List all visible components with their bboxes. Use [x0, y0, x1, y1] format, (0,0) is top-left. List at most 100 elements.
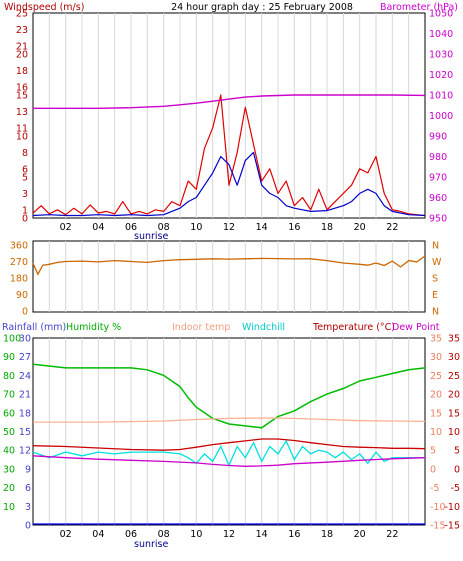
windspeed-tick-label: 5 [22, 173, 28, 184]
rainfall-tick-label: 12 [19, 446, 31, 457]
humidity-tick-label: 60 [3, 408, 15, 419]
x-tick-label: 14 [256, 529, 268, 540]
direction-series [32, 255, 426, 276]
humidity-tick-label: 20 [3, 483, 15, 494]
x-tick-label: 14 [256, 222, 268, 233]
temperature-tick-label: 0 [454, 464, 460, 475]
rainfall-ticks: 0 3 6 9 12 15 18 21 24 27 30 [19, 334, 31, 532]
x-tick-label: 06 [125, 222, 137, 233]
barometer-tick-label: 990 [429, 132, 447, 143]
compass-tick-label: N [432, 307, 439, 318]
series-line-average-windspeed [32, 151, 426, 217]
humidity-tick-label: 50 [3, 427, 15, 438]
temperature-ticks: -15-15 -10-10 -5 -5 0 0 5 5 10 10 15 15 20 20 25 25 30 30… [430, 334, 460, 532]
x-tick-label: 20 [354, 529, 366, 540]
wind-series [32, 94, 426, 217]
indoor-temp-tick-label: -15 [430, 521, 446, 532]
windspeed-tick-label: 10 [16, 132, 28, 143]
barometer-tick-label: 960 [429, 193, 447, 204]
direction-left-ticks: 0 90 180 270 360 [10, 241, 28, 318]
series-line-wind-direction [32, 255, 426, 276]
humidity-tick-label: 100 [3, 334, 21, 345]
rainfall-tick-label: 18 [19, 408, 31, 419]
temperature-tick-label: 15 [448, 408, 460, 419]
temperature-axis-label: Temperature (°C) [312, 322, 395, 333]
x-tick-label: 18 [321, 529, 333, 540]
direction-tick-label: 360 [10, 241, 28, 252]
wind-sunrise-label: sunrise [134, 231, 168, 242]
indoor-temp-tick-label: 25 [430, 371, 442, 382]
x-tick-label: 06 [125, 529, 137, 540]
indoor-temp-tick-label: 5 [430, 446, 436, 457]
x-tick-label: 20 [354, 222, 366, 233]
temperature-tick-label: 5 [454, 446, 460, 457]
direction-tick-label: 0 [22, 307, 28, 318]
series-line-indoor-temp [33, 417, 426, 423]
x-tick-label: 08 [158, 529, 170, 540]
indoor-temp-label: Indoor temp [172, 322, 230, 333]
series-line-barometer-hpa [33, 94, 426, 109]
windspeed-tick-label: 8 [22, 148, 28, 159]
barometer-tick-label: 950 [429, 214, 447, 225]
windspeed-tick-label: 3 [22, 189, 28, 200]
x-tick-label: 10 [190, 222, 202, 233]
indoor-temp-tick-label: 35 [430, 334, 442, 345]
temp-series [32, 363, 426, 525]
windspeed-tick-label: 13 [16, 107, 28, 118]
wind-right-ticks: 950 960 970 980 990 1000 1010 1020 1030 1040 1050 [429, 9, 453, 225]
temp-sunrise-label: sunrise [134, 539, 168, 550]
rainfall-tick-label: 6 [25, 483, 31, 494]
barometer-tick-label: 1020 [429, 70, 453, 81]
windspeed-tick-label: 16 [16, 82, 28, 93]
series-line-temperature-c [32, 438, 426, 451]
temperature-tick-label: 20 [448, 390, 460, 401]
rainfall-tick-label: 3 [25, 502, 31, 513]
rainfall-tick-label: 0 [25, 521, 31, 532]
windspeed-tick-label: 23 [16, 25, 28, 36]
rainfall-tick-label: 9 [25, 464, 31, 475]
compass-tick-label: N [432, 241, 439, 252]
humidity-tick-label: 10 [3, 502, 15, 513]
indoor-temp-tick-label: -10 [430, 502, 446, 513]
dewpoint-axis-label: Dew Point [392, 322, 440, 333]
humidity-tick-label: 80 [3, 371, 15, 382]
windspeed-tick-label: 20 [16, 50, 28, 61]
x-tick-label: 16 [288, 529, 300, 540]
wind-gridlines [48, 13, 410, 218]
direction-tick-label: 180 [10, 274, 28, 285]
compass-tick-label: W [432, 257, 442, 268]
humidity-tick-label: 70 [3, 390, 15, 401]
windspeed-tick-label: 6 [22, 164, 28, 175]
temperature-tick-label: 35 [448, 334, 460, 345]
series-line-windchill [32, 439, 425, 467]
rainfall-tick-label: 30 [19, 334, 31, 345]
x-tick-label: 02 [60, 222, 72, 233]
temperature-tick-label: 10 [448, 427, 460, 438]
temperature-tick-label: 25 [448, 371, 460, 382]
temp-gridlines [48, 338, 410, 525]
temperature-tick-label: -5 [451, 483, 460, 494]
rainfall-tick-label: 27 [19, 352, 31, 363]
windspeed-tick-label: 11 [16, 123, 28, 134]
indoor-temp-tick-label: 15 [430, 408, 442, 419]
indoor-temp-tick-label: 0 [430, 464, 436, 475]
x-tick-label: 08 [158, 222, 170, 233]
series-line-windspeed-m-s [32, 94, 426, 217]
x-tick-label: 22 [386, 222, 398, 233]
humidity-tick-label: 30 [3, 464, 15, 475]
barometer-axis-label: Barometer (hPa) [380, 2, 458, 13]
temperature-tick-label: -10 [444, 502, 460, 513]
compass-tick-label: E [432, 290, 438, 301]
humidity-tick-label: 40 [3, 446, 15, 457]
x-tick-label: 18 [321, 222, 333, 233]
rainfall-tick-label: 21 [19, 390, 31, 401]
barometer-tick-label: 970 [429, 173, 447, 184]
chart-title: 24 hour graph day : 25 February 2008 [171, 2, 353, 13]
direction-tick-label: 270 [10, 257, 28, 268]
humidity-axis-label: Humidity % [66, 322, 121, 333]
windspeed-tick-label: 18 [16, 66, 28, 77]
windspeed-tick-label: 21 [16, 41, 28, 52]
rainfall-axis-label: Rainfall (mm) [2, 322, 66, 333]
